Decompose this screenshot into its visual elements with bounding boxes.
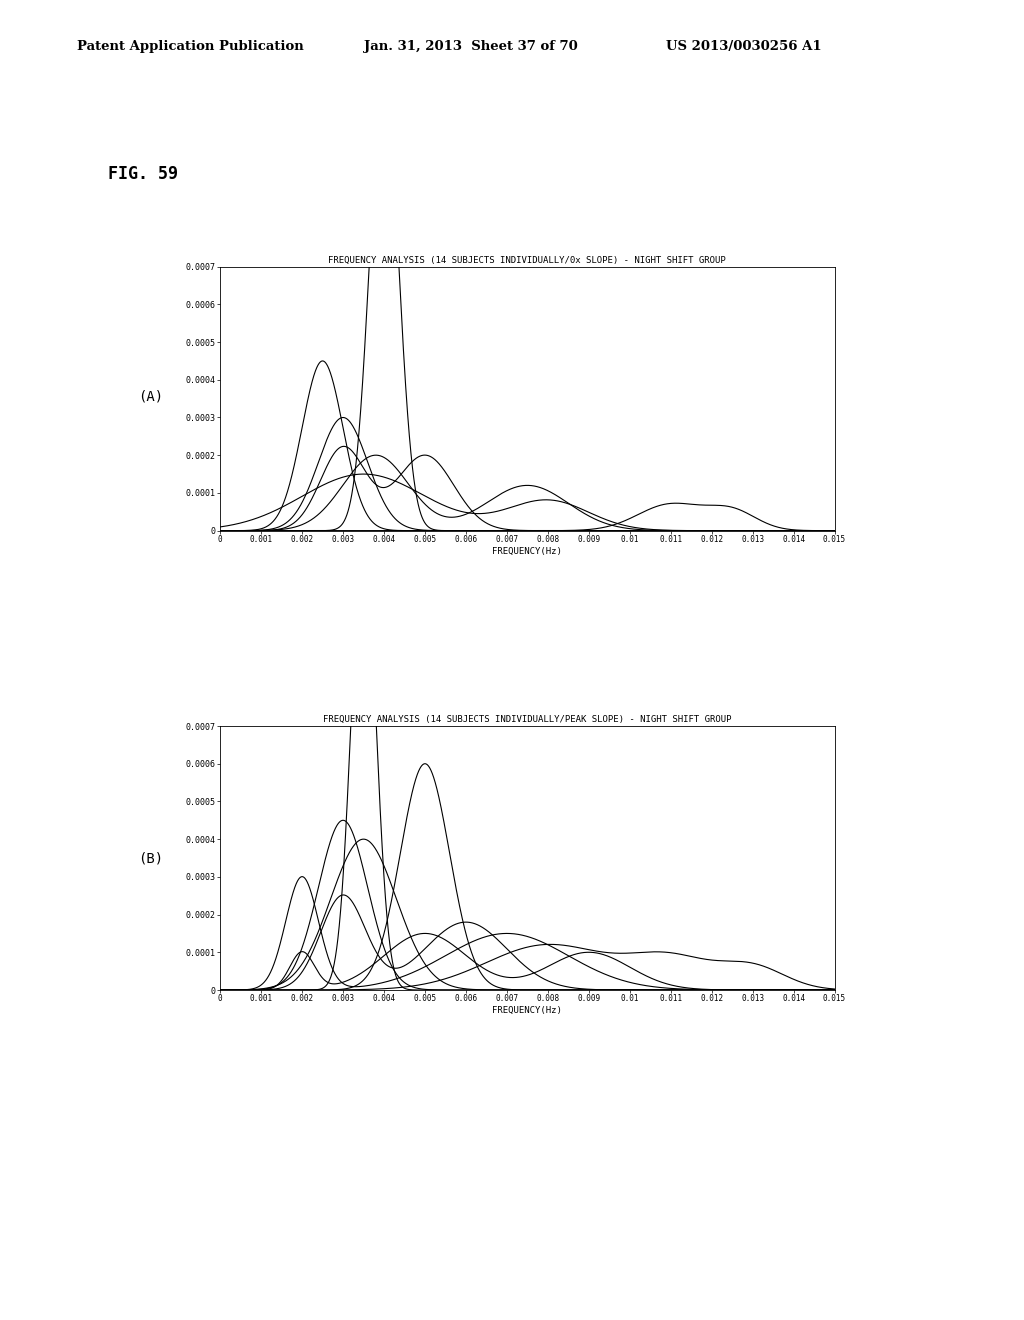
Text: Patent Application Publication: Patent Application Publication [77,40,303,53]
X-axis label: FREQUENCY(Hz): FREQUENCY(Hz) [493,1006,562,1015]
Title: FREQUENCY ANALYSIS (14 SUBJECTS INDIVIDUALLY/PEAK SLOPE) - NIGHT SHIFT GROUP: FREQUENCY ANALYSIS (14 SUBJECTS INDIVIDU… [324,715,731,723]
Text: US 2013/0030256 A1: US 2013/0030256 A1 [666,40,821,53]
Title: FREQUENCY ANALYSIS (14 SUBJECTS INDIVIDUALLY/0x SLOPE) - NIGHT SHIFT GROUP: FREQUENCY ANALYSIS (14 SUBJECTS INDIVIDU… [329,256,726,264]
Text: Jan. 31, 2013  Sheet 37 of 70: Jan. 31, 2013 Sheet 37 of 70 [364,40,578,53]
Text: (B): (B) [138,851,164,865]
Text: (A): (A) [138,389,164,403]
X-axis label: FREQUENCY(Hz): FREQUENCY(Hz) [493,546,562,556]
Text: FIG. 59: FIG. 59 [108,165,177,183]
